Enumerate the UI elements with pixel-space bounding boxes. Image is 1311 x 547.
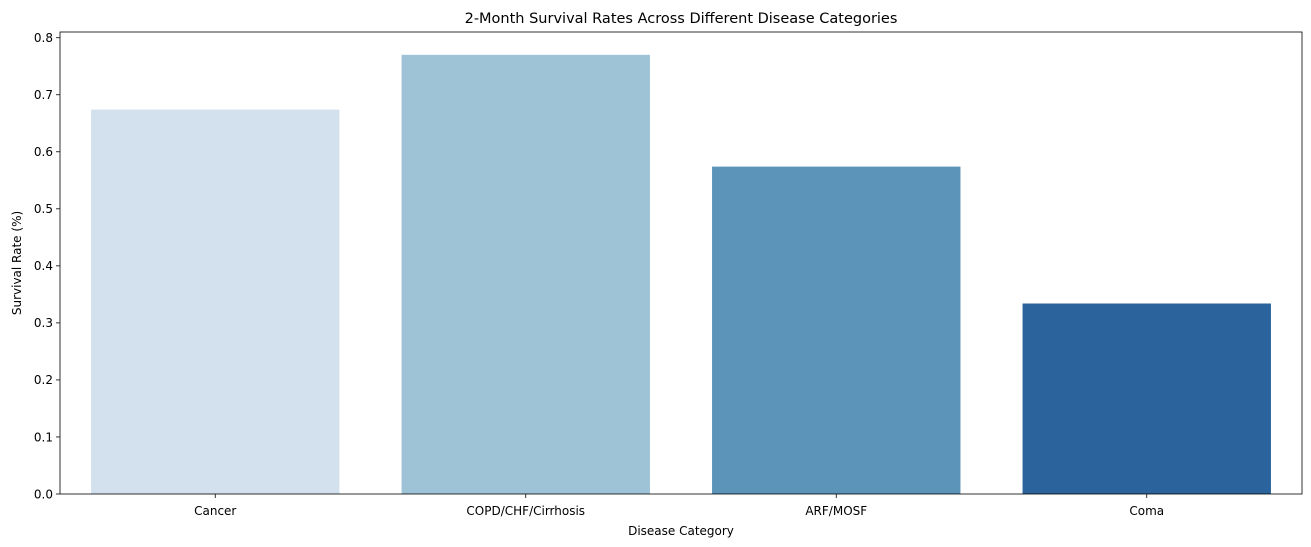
plot-frame [59, 31, 1303, 495]
bar-copd-chf-cirrhosis [401, 54, 650, 494]
y-tick-label: 0.6 [34, 145, 53, 159]
y-tick-label: 0.7 [34, 88, 53, 102]
x-tick-label: Coma [1129, 504, 1164, 518]
chart-title: 2-Month Survival Rates Across Different … [465, 11, 898, 27]
x-tick-label: Cancer [194, 504, 236, 518]
y-tick-label: 0.5 [34, 202, 53, 216]
bar-coma [1022, 303, 1271, 494]
y-tick-label: 0.0 [34, 487, 53, 501]
y-tick-label: 0.3 [34, 316, 53, 330]
y-tick-label: 0.2 [34, 373, 53, 387]
x-axis-label: Disease Category [628, 524, 734, 538]
bar-cancer [91, 109, 340, 494]
bar-arf-mosf [712, 166, 961, 494]
y-axis-label: Survival Rate (%) [10, 211, 24, 315]
x-tick-label: ARF/MOSF [805, 504, 867, 518]
x-tick-label: COPD/CHF/Cirrhosis [466, 504, 585, 518]
y-tick-label: 0.1 [34, 430, 53, 444]
y-tick-label: 0.4 [34, 259, 53, 273]
y-tick-label: 0.8 [34, 31, 53, 45]
